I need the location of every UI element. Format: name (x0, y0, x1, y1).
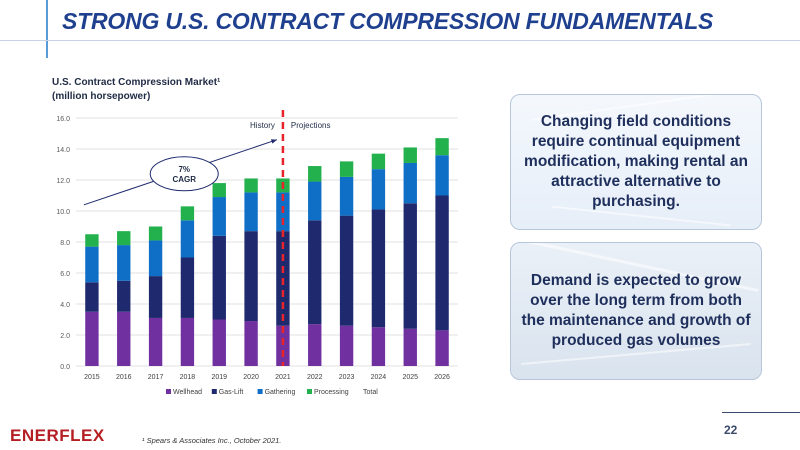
page-number: 22 (724, 423, 738, 437)
y-tick-label: 0.0 (60, 364, 70, 371)
title-bar: STRONG U.S. CONTRACT COMPRESSION FUNDAME… (0, 0, 800, 58)
x-tick-label: 2020 (243, 374, 259, 381)
bar-segment-processing (244, 178, 258, 193)
bar-segment-gathering (117, 245, 131, 281)
x-tick-label: 2015 (84, 374, 100, 381)
title-accent-line (46, 0, 48, 58)
bar-segment-gas-lift (308, 220, 322, 325)
cagr-arrowhead (270, 139, 277, 144)
callout-1-text: Changing field conditions require contin… (524, 113, 748, 210)
legend-label: Wellhead (173, 389, 202, 396)
cagr-label: CAGR (172, 175, 196, 184)
y-tick-label: 14.0 (56, 147, 70, 154)
projections-label: Projections (291, 121, 331, 130)
bar-segment-processing (85, 234, 99, 247)
x-tick-label: 2025 (402, 374, 418, 381)
x-tick-label: 2017 (148, 374, 164, 381)
bar-segment-gas-lift (117, 280, 131, 312)
bar-segment-gathering (244, 192, 258, 232)
bar-segment-gas-lift (371, 209, 386, 328)
bar-segment-gas-lift (212, 235, 226, 320)
bar-segment-gathering (212, 197, 226, 236)
bar-segment-processing (212, 183, 226, 198)
cagr-bubble (149, 156, 219, 192)
bar-segment-wellhead (117, 311, 131, 366)
x-tick-label: 2021 (275, 374, 291, 381)
cagr-label: 7% (178, 165, 190, 174)
x-tick-label: 2026 (434, 374, 450, 381)
y-tick-label: 4.0 (60, 302, 70, 309)
bar-segment-gas-lift (85, 282, 99, 312)
bar-segment-gathering (403, 162, 417, 204)
bar-segment-gas-lift (148, 276, 163, 318)
bar-segment-wellhead (435, 330, 449, 366)
bar-segment-processing (180, 206, 195, 221)
bar-segment-processing (435, 138, 449, 156)
legend-swatch (307, 389, 312, 394)
legend-swatch (166, 389, 171, 394)
chart-heading: U.S. Contract Compression Market¹ (milli… (52, 76, 220, 104)
bar-segment-wellhead (371, 327, 386, 366)
bar-segment-wellhead (180, 317, 195, 366)
x-tick-label: 2024 (371, 374, 387, 381)
bar-segment-gathering (148, 240, 163, 277)
x-tick-label: 2022 (307, 374, 323, 381)
bar-segment-gas-lift (244, 231, 258, 322)
bar-segment-wellhead (212, 319, 226, 366)
legend-swatch (211, 389, 217, 394)
history-label: History (250, 121, 275, 130)
footnote: ¹ Spears & Associates Inc., October 2021… (142, 436, 282, 445)
bar-segment-wellhead (276, 325, 290, 366)
y-tick-label: 2.0 (60, 333, 70, 340)
x-tick-label: 2016 (116, 374, 132, 381)
bar-segment-gas-lift (180, 257, 195, 318)
slide-title: STRONG U.S. CONTRACT COMPRESSION FUNDAME… (62, 8, 714, 34)
bar-segment-gathering (435, 155, 449, 196)
x-tick-label: 2019 (211, 374, 227, 381)
legend-label: Gas-Lift (219, 389, 244, 396)
legend-label: Processing (314, 389, 349, 396)
bar-segment-gathering (339, 176, 354, 216)
callout-2-text: Demand is expected to grow over the long… (521, 272, 751, 349)
bar-segment-wellhead (148, 317, 163, 366)
y-tick-label: 12.0 (56, 178, 70, 185)
bar-segment-processing (308, 166, 322, 182)
x-tick-label: 2023 (339, 374, 355, 381)
y-tick-label: 10.0 (56, 209, 70, 216)
stacked-bar-chart: 0.0 2.0 4.0 6.0 8.0 10.0 12.0 14.0 16.0 2015 2016 2… (56, 108, 458, 396)
chart-heading-line-2: (million horsepower) (52, 91, 151, 102)
bar-segment-gas-lift (339, 215, 354, 326)
x-tick-label: 2018 (180, 374, 196, 381)
bar-segment-wellhead (403, 328, 417, 366)
bar-segment-wellhead (308, 324, 322, 366)
footer-rule (722, 412, 800, 413)
y-tick-label: 8.0 (60, 240, 70, 247)
bar-segment-wellhead (339, 325, 354, 366)
callout-demand: Demand is expected to grow over the long… (510, 242, 762, 380)
y-tick-label: 6.0 (60, 271, 70, 278)
bar-segment-gathering (85, 246, 99, 283)
bar-segment-processing (117, 231, 131, 246)
bar-segment-gathering (371, 169, 386, 210)
bar-segment-gathering (180, 220, 195, 258)
bar-segment-wellhead (85, 311, 99, 366)
title-underline (0, 40, 800, 41)
bar-segment-processing (339, 161, 354, 177)
enerflex-logo: ENERFLEX (10, 426, 105, 445)
legend-label: Gathering (265, 389, 296, 396)
chart-heading-line-1: U.S. Contract Compression Market¹ (52, 77, 221, 88)
bar-segment-gas-lift (403, 203, 417, 329)
bar-segment-processing (148, 226, 163, 241)
bar-segment-processing (403, 147, 417, 163)
bar-segment-gas-lift (435, 195, 449, 331)
callout-field-conditions: Changing field conditions require contin… (510, 94, 762, 230)
legend-swatch (257, 389, 263, 394)
legend-label: Total (363, 389, 378, 396)
bar-segment-wellhead (244, 321, 258, 366)
bar-segment-processing (371, 153, 386, 170)
y-tick-label: 16.0 (56, 116, 70, 123)
bar-segment-gathering (308, 181, 322, 221)
